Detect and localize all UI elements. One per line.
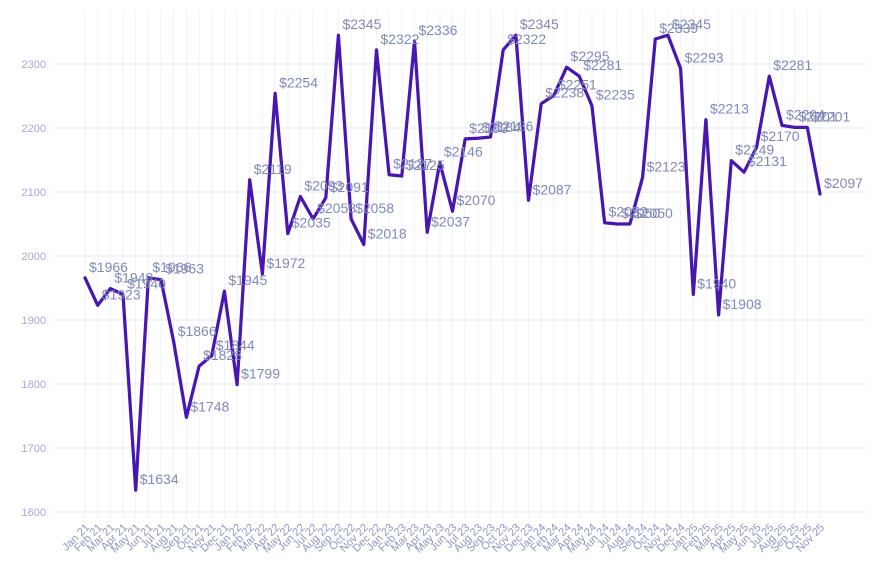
point-value-label: $2213 [710, 101, 749, 117]
y-tick-label: 2200 [22, 123, 46, 135]
price-line [83, 33, 822, 492]
point-value-label: $1972 [266, 255, 305, 271]
point-value-label: $2281 [773, 57, 812, 73]
point-value-label: $1949 [114, 270, 153, 286]
y-tick-label: 2100 [22, 187, 46, 199]
point-value-labels: $1966$1923$1949$1940$1634$1966$1963$1866… [89, 16, 863, 487]
point-value-label: $1940 [697, 275, 736, 291]
point-value-label: $2201 [811, 108, 850, 124]
point-value-label: $2087 [533, 181, 572, 197]
point-value-label: $2119 [254, 161, 292, 177]
point-value-label: $2345 [342, 16, 381, 32]
point-value-label: $2037 [431, 213, 470, 229]
point-value-label: $1923 [102, 286, 141, 302]
point-value-label: $1963 [165, 261, 204, 277]
point-value-label: $2058 [317, 200, 356, 216]
y-axis-labels: 1600 1700 1800 1900 2000 2100 2200 2300 [22, 59, 46, 519]
point-value-label: $2058 [355, 200, 394, 216]
point-value-label: $1748 [190, 398, 229, 414]
point-value-label: $2254 [279, 74, 318, 90]
point-value-label: $2070 [457, 192, 496, 208]
point-value-label: $2097 [824, 175, 863, 191]
y-tick-label: 2300 [22, 59, 46, 71]
point-value-label: $2235 [596, 87, 635, 103]
y-tick-label: 1700 [22, 443, 46, 455]
point-value-label: $1966 [152, 259, 191, 275]
point-value-label: $2093 [304, 177, 343, 193]
point-value-label: $2204 [786, 106, 825, 122]
y-tick-label: 1800 [22, 379, 46, 391]
point-value-label: $2201 [799, 108, 838, 124]
point-value-label: $2131 [748, 153, 787, 169]
point-value-label: $2125 [406, 157, 445, 173]
point-value-label: $1828 [203, 347, 242, 363]
point-value-label: $1799 [241, 366, 280, 382]
point-value-label: $1844 [216, 337, 255, 353]
point-value-label: $2184 [482, 119, 521, 135]
point-value-label: $2345 [520, 16, 559, 32]
point-value-label: $2091 [330, 179, 369, 195]
point-value-label: $2050 [634, 205, 673, 221]
y-tick-label: 2000 [22, 251, 46, 263]
point-value-label: $2146 [444, 144, 483, 160]
point-value-label: $2322 [380, 31, 419, 47]
point-value-label: $2345 [672, 16, 711, 32]
point-value-label: $2186 [495, 118, 534, 134]
point-value-label: $2293 [685, 49, 724, 65]
point-value-label: $2170 [761, 128, 800, 144]
point-value-label: $2127 [393, 156, 432, 172]
point-value-label: $1908 [723, 296, 762, 312]
point-value-label: $2339 [659, 20, 698, 36]
point-value-label: $2149 [735, 142, 774, 158]
point-value-label: $2035 [292, 215, 331, 231]
point-value-label: $2295 [571, 48, 610, 64]
point-value-label: $2322 [507, 31, 546, 47]
point-value-label: $1634 [140, 471, 179, 487]
point-value-label: $1966 [89, 259, 128, 275]
point-value-label: $2281 [583, 57, 622, 73]
point-value-label: $2050 [621, 205, 660, 221]
point-value-label: $2336 [418, 22, 457, 38]
point-value-label: $2123 [647, 158, 686, 174]
vertical-gridlines [84, 10, 821, 518]
point-value-label: $1945 [228, 272, 267, 288]
point-value-label: $1940 [127, 275, 166, 291]
point-value-label: $2018 [368, 225, 407, 241]
y-tick-label: 1600 [22, 507, 46, 519]
point-value-label: $2052 [609, 204, 648, 220]
point-value-label: $2251 [558, 76, 597, 92]
point-value-label: $2183 [469, 120, 508, 136]
y-tick-label: 1900 [22, 315, 46, 327]
point-value-label: $2238 [545, 85, 584, 101]
point-value-label: $1866 [178, 323, 217, 339]
